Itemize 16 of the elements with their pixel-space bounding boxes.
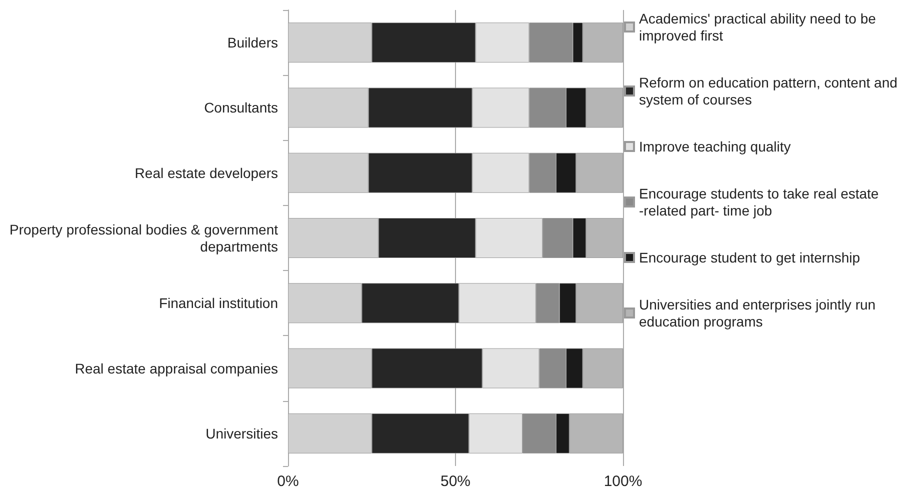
legend-label: Academics' practical ability need to be improved first xyxy=(639,10,880,44)
legend-label: Encourage student to get internship xyxy=(639,250,860,266)
legend-label: Encourage students to take real estate -related part- time job xyxy=(639,186,883,218)
legend-label: Reform on education pattern, content and system of courses xyxy=(639,74,902,108)
y-tick-label: Builders xyxy=(227,34,278,51)
legend-label: Universities and enterprises jointly run education programs xyxy=(639,296,880,330)
legend-label: Improve teaching quality xyxy=(639,138,791,154)
x-tick-label: 100% xyxy=(604,473,642,490)
y-tick-label: Universities xyxy=(206,425,278,442)
x-tick-label: 50% xyxy=(440,473,471,490)
y-tick-label: Property professional bodies & government departments xyxy=(10,222,278,254)
x-tick-label: 0% xyxy=(277,473,299,490)
y-tick-label: Consultants xyxy=(204,100,278,116)
y-tick-label: Real estate appraisal companies xyxy=(74,360,278,376)
y-tick-label: Financial institution xyxy=(158,295,278,312)
y-tick-label: Real estate developers xyxy=(134,164,278,181)
